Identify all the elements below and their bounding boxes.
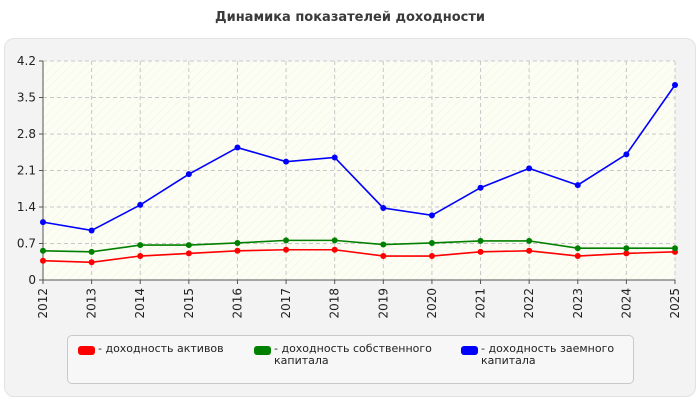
x-tick-label: 2015 xyxy=(182,288,196,319)
data-point-0 xyxy=(40,257,46,264)
data-point-1 xyxy=(672,245,678,252)
y-tick-label: 4.2 xyxy=(17,54,36,68)
data-point-0 xyxy=(428,253,435,260)
y-tick-label: 2.1 xyxy=(17,164,36,178)
x-tick-label: 2017 xyxy=(279,288,293,319)
series-line-1 xyxy=(42,239,675,253)
data-point-1 xyxy=(137,242,144,249)
y-tick-label: 0 xyxy=(28,273,36,287)
legend-swatch-equity xyxy=(254,346,271,355)
data-point-1 xyxy=(477,237,484,244)
data-point-1 xyxy=(380,241,387,248)
x-tick-label: 2020 xyxy=(425,288,439,319)
x-tick-label: 2014 xyxy=(133,288,147,319)
x-tick-label: 2016 xyxy=(230,288,244,319)
y-tick-label: 2.8 xyxy=(17,127,36,141)
series-line-0 xyxy=(42,248,676,264)
legend-swatch-debt xyxy=(461,346,478,355)
data-point-0 xyxy=(574,253,581,260)
data-point-2 xyxy=(40,219,46,226)
data-point-0 xyxy=(380,253,387,260)
x-tick-label: 2024 xyxy=(619,288,633,319)
data-point-2 xyxy=(574,182,581,189)
data-point-2 xyxy=(380,205,387,212)
data-point-1 xyxy=(283,237,290,244)
x-tick-label: 2019 xyxy=(376,288,390,319)
data-point-2 xyxy=(283,158,290,165)
y-tick-label: 1.4 xyxy=(17,200,36,214)
data-point-1 xyxy=(88,248,95,255)
data-point-2 xyxy=(137,201,144,208)
x-tick-label: 2023 xyxy=(571,288,585,319)
data-point-0 xyxy=(623,250,630,257)
x-tick-label: 2025 xyxy=(668,288,682,319)
legend-label-debt: - доходность заемного капитала xyxy=(481,342,615,367)
data-point-2 xyxy=(331,154,338,161)
x-tick-label: 2012 xyxy=(36,288,50,319)
x-tick-label: 2021 xyxy=(474,288,488,319)
y-tick-label: 3.5 xyxy=(17,91,36,105)
data-point-0 xyxy=(88,259,95,266)
data-point-1 xyxy=(234,239,241,246)
data-point-2 xyxy=(526,165,533,172)
series-line-2 xyxy=(42,84,676,232)
data-point-0 xyxy=(185,250,192,257)
data-point-0 xyxy=(234,247,241,254)
data-point-2 xyxy=(477,184,484,191)
data-point-2 xyxy=(623,151,630,158)
y-tick-label: 0.7 xyxy=(17,237,36,251)
legend-label-equity: - доходность собственного капитала xyxy=(274,342,432,367)
data-point-1 xyxy=(574,245,581,252)
data-point-1 xyxy=(428,239,435,246)
data-point-0 xyxy=(137,253,144,260)
data-point-1 xyxy=(331,237,338,244)
legend-swatch-assets xyxy=(78,346,95,355)
x-tick-label: 2022 xyxy=(522,288,536,319)
data-point-0 xyxy=(477,248,484,255)
chart-title: Динамика показателей доходности xyxy=(215,10,485,25)
data-point-1 xyxy=(526,237,533,244)
x-tick-label: 2013 xyxy=(85,288,99,319)
data-point-0 xyxy=(283,246,290,253)
data-point-2 xyxy=(234,144,241,151)
data-point-1 xyxy=(623,245,630,252)
data-point-2 xyxy=(428,212,435,219)
data-point-1 xyxy=(185,242,192,249)
data-point-1 xyxy=(40,247,46,254)
legend-label-assets: - доходность активов xyxy=(98,342,224,355)
data-point-2 xyxy=(672,81,678,88)
data-point-2 xyxy=(185,171,192,178)
data-point-2 xyxy=(88,227,95,234)
chart-legend: - доходность активов - доходность собств… xyxy=(67,335,634,384)
x-tick-label: 2018 xyxy=(328,288,342,319)
data-point-0 xyxy=(526,247,533,254)
data-point-0 xyxy=(331,246,338,253)
